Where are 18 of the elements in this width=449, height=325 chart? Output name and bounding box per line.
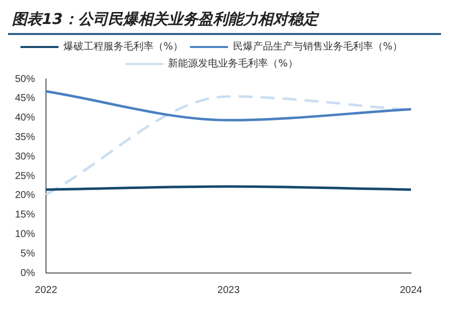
y-tick-label: 10% — [15, 228, 36, 240]
x-tick-label: 2023 — [217, 284, 240, 296]
y-tick-label: 30% — [15, 151, 36, 162]
x-tick-label: 2022 — [34, 284, 58, 296]
legend-label: 民爆产品生产与销售业务毛利率（%） — [233, 40, 403, 53]
x-tick-label: 2024 — [400, 284, 423, 296]
y-tick-label: 40% — [15, 112, 36, 124]
legend-label: 新能源发电业务毛利率（%） — [168, 58, 298, 70]
chart-title: 图表13：公司民爆相关业务盈利能力相对稳定 — [11, 9, 320, 30]
legend-label: 爆破工程服务毛利率（%） — [64, 40, 184, 53]
y-tick-label: 35% — [15, 132, 36, 143]
y-tick-label: 45% — [15, 93, 36, 104]
y-tick-label: 25% — [15, 170, 36, 182]
y-tick-label: 15% — [15, 210, 36, 221]
y-tick-label: 0% — [20, 268, 36, 279]
y-tick-label: 20% — [15, 190, 36, 202]
y-tick-label: 50% — [15, 74, 36, 85]
y-tick-label: 5% — [20, 248, 36, 260]
